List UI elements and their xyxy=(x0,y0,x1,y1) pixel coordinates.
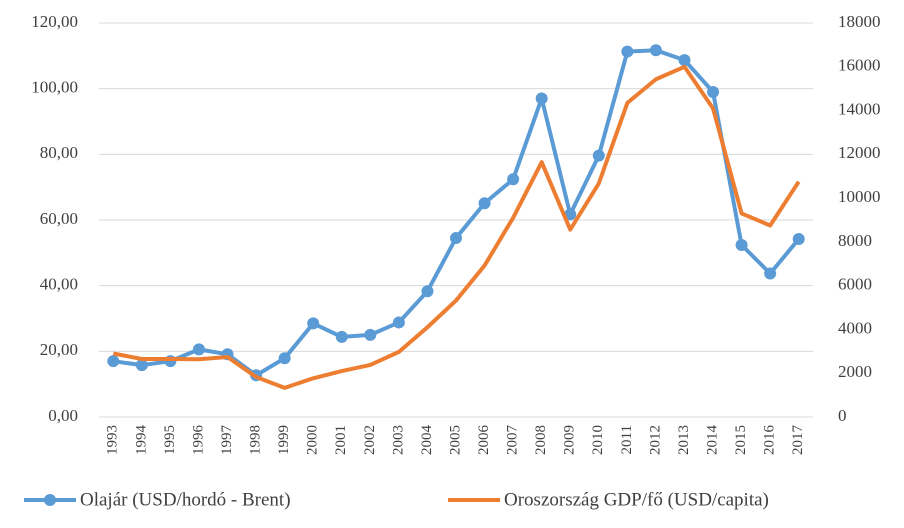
point-marker xyxy=(564,208,577,221)
y2-tick-label: 2000 xyxy=(838,362,872,381)
x-tick-label: 2001 xyxy=(333,425,349,455)
point-marker xyxy=(107,355,120,368)
point-marker xyxy=(592,149,605,162)
point-marker xyxy=(307,317,320,330)
legend-label: Olajár (USD/hordó - Brent) xyxy=(80,489,291,510)
y2-tick-label: 14000 xyxy=(838,99,881,118)
x-tick-label: 1996 xyxy=(190,425,206,456)
y-tick-label: 0,00 xyxy=(48,406,78,425)
x-tick-label: 1997 xyxy=(219,425,235,456)
point-marker xyxy=(478,197,491,210)
x-tick-label: 1995 xyxy=(162,425,178,455)
x-tick-label: 2014 xyxy=(704,425,720,456)
x-tick-label: 1998 xyxy=(248,425,264,455)
x-tick-label: 2004 xyxy=(419,425,435,456)
legend-label: Oroszország GDP/fő (USD/capita) xyxy=(504,489,769,510)
y2-tick-label: 10000 xyxy=(838,187,881,206)
x-tick-label: 1999 xyxy=(276,425,292,455)
x-tick-label: 2006 xyxy=(476,425,492,456)
point-marker xyxy=(649,44,662,57)
legend-marker xyxy=(44,494,56,506)
y-tick-label: 40,00 xyxy=(40,275,78,294)
y2-tick-label: 6000 xyxy=(838,275,872,294)
y2-tick-label: 12000 xyxy=(838,143,881,162)
point-marker xyxy=(421,285,434,298)
x-tick-label: 2005 xyxy=(447,425,463,455)
y2-tick-label: 0 xyxy=(838,406,847,425)
y-tick-label: 60,00 xyxy=(40,209,78,228)
point-marker xyxy=(192,343,205,356)
x-tick-label: 2015 xyxy=(733,425,749,455)
y2-tick-label: 4000 xyxy=(838,318,872,337)
point-marker xyxy=(735,238,748,251)
point-marker xyxy=(392,316,405,329)
y2-tick-label: 18000 xyxy=(838,12,881,31)
point-marker xyxy=(764,267,777,280)
x-tick-label: 2011 xyxy=(619,425,635,454)
point-marker xyxy=(335,330,348,343)
point-marker xyxy=(507,173,520,186)
point-marker xyxy=(450,232,462,245)
point-marker xyxy=(364,328,377,341)
x-tick-label: 2010 xyxy=(590,425,606,455)
point-marker xyxy=(792,233,805,246)
y-tick-label: 100,00 xyxy=(31,78,78,97)
point-marker xyxy=(535,92,548,105)
series-line xyxy=(112,64,801,390)
x-tick-label: 1994 xyxy=(133,425,149,456)
x-tick-label: 2000 xyxy=(305,425,321,455)
point-marker xyxy=(678,54,691,67)
point-marker xyxy=(278,352,291,365)
x-tick-label: 2008 xyxy=(533,425,549,455)
x-tick-label: 2016 xyxy=(762,425,778,456)
x-tick-label: 2007 xyxy=(505,425,521,456)
x-tick-label: 1993 xyxy=(105,425,121,455)
y-tick-label: 20,00 xyxy=(40,340,78,359)
point-marker xyxy=(621,45,634,58)
x-tick-label: 2002 xyxy=(362,425,378,455)
y2-tick-label: 8000 xyxy=(838,231,872,250)
point-marker xyxy=(135,359,148,372)
x-tick-label: 2003 xyxy=(390,425,406,455)
y-tick-label: 80,00 xyxy=(40,143,78,162)
point-marker xyxy=(164,355,177,368)
point-marker xyxy=(707,85,720,98)
y-tick-label: 120,00 xyxy=(31,12,78,31)
series-line xyxy=(113,48,801,378)
x-tick-label: 2017 xyxy=(790,425,806,456)
x-tick-label: 2009 xyxy=(562,425,578,455)
y2-tick-label: 16000 xyxy=(838,56,881,75)
x-tick-label: 2012 xyxy=(647,425,663,455)
x-tick-label: 2013 xyxy=(676,425,692,455)
